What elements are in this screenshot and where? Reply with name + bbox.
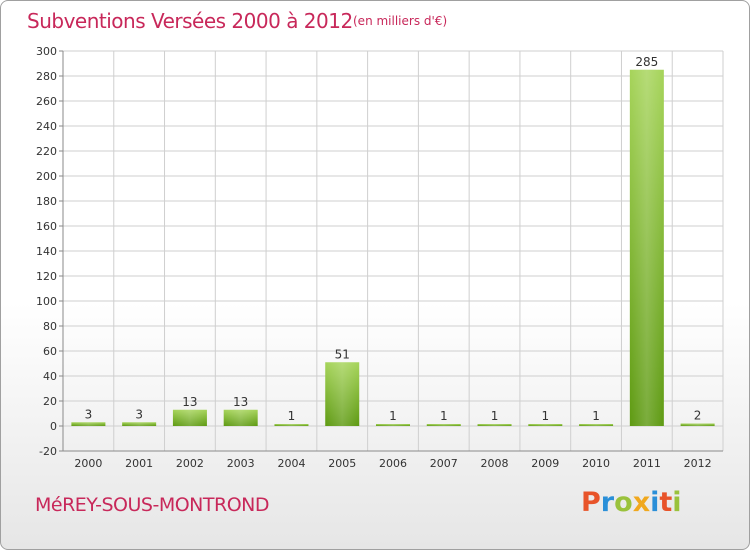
bar-highlight bbox=[426, 424, 461, 426]
bar-value-label: 1 bbox=[541, 409, 549, 423]
bar-highlight bbox=[223, 409, 258, 426]
y-tick-label: 60 bbox=[43, 345, 57, 358]
bar-value-label: 285 bbox=[635, 55, 658, 69]
bar-highlight bbox=[477, 424, 512, 426]
y-tick-label: 300 bbox=[36, 45, 57, 58]
bar-value-label: 1 bbox=[592, 409, 600, 423]
y-tick-label: 240 bbox=[36, 120, 57, 133]
commune-name: MéREY-SOUS-MONTROND bbox=[35, 494, 270, 516]
y-tick-label: 260 bbox=[36, 95, 57, 108]
x-tick-label: 2008 bbox=[481, 457, 509, 470]
x-tick-label: 2009 bbox=[531, 457, 559, 470]
bar-highlight bbox=[325, 362, 360, 426]
bar-highlight bbox=[579, 424, 614, 426]
bar-value-label: 2 bbox=[694, 409, 702, 423]
gridlines bbox=[62, 50, 724, 452]
bar-value-label: 13 bbox=[233, 395, 248, 409]
y-tick-label: 20 bbox=[43, 395, 57, 408]
logo-letter: i bbox=[672, 487, 682, 518]
x-tick-label: 2012 bbox=[684, 457, 712, 470]
bar-highlight bbox=[680, 423, 715, 426]
x-tick-label: 2002 bbox=[176, 457, 204, 470]
bar-value-label: 1 bbox=[440, 409, 448, 423]
x-tick-label: 2003 bbox=[227, 457, 255, 470]
bars bbox=[71, 69, 715, 426]
y-tick-label: 280 bbox=[36, 70, 57, 83]
y-tick-label: 160 bbox=[36, 220, 57, 233]
x-tick-label: 2006 bbox=[379, 457, 407, 470]
logo-letter: i bbox=[650, 487, 660, 518]
bar-value-label: 1 bbox=[389, 409, 397, 423]
bar-value-label: 13 bbox=[182, 395, 197, 409]
y-tick-label: 40 bbox=[43, 370, 57, 383]
bar-highlight bbox=[629, 69, 664, 426]
bar-highlight bbox=[122, 422, 157, 426]
labels: -20 0 20 40 60 80 100 120 140 160 180 200 220 240 260 2… bbox=[36, 45, 712, 470]
y-tick-label: 100 bbox=[36, 295, 57, 308]
y-tick-label: 220 bbox=[36, 145, 57, 158]
y-tick-label: 180 bbox=[36, 195, 57, 208]
bar-value-label: 1 bbox=[288, 409, 296, 423]
logo-letter: o bbox=[614, 487, 633, 518]
axes bbox=[59, 50, 723, 452]
bar-value-label: 3 bbox=[135, 407, 143, 421]
y-tick-label: 140 bbox=[36, 245, 57, 258]
proxiti-logo[interactable]: Proxiti bbox=[581, 487, 682, 518]
bar-value-label: 1 bbox=[491, 409, 499, 423]
y-tick-label: 80 bbox=[43, 320, 57, 333]
chart-subtitle: (en milliers d'€) bbox=[353, 14, 448, 28]
bar-highlight bbox=[376, 424, 410, 426]
x-tick-label: 2007 bbox=[430, 457, 458, 470]
logo-letter: x bbox=[632, 487, 651, 518]
bar-value-label: 3 bbox=[85, 407, 93, 421]
logo-letter: r bbox=[600, 487, 615, 518]
logo-letter: t bbox=[659, 487, 673, 518]
x-tick-label: 2004 bbox=[277, 457, 305, 470]
y-tick-label: -20 bbox=[39, 445, 57, 458]
chart-title: Subventions Versées 2000 à 2012 bbox=[27, 9, 353, 33]
bar-highlight bbox=[528, 424, 563, 426]
logo-letter: P bbox=[581, 487, 601, 518]
y-tick-label: 120 bbox=[36, 270, 57, 283]
x-tick-label: 2010 bbox=[582, 457, 610, 470]
x-tick-label: 2005 bbox=[328, 457, 356, 470]
bar-value-label: 51 bbox=[335, 347, 350, 361]
bar-highlight bbox=[71, 422, 106, 426]
bar-highlight bbox=[172, 409, 207, 426]
bar-highlight bbox=[274, 424, 309, 426]
x-tick-label: 2000 bbox=[74, 457, 102, 470]
x-tick-label: 2001 bbox=[125, 457, 153, 470]
x-tick-label: 2011 bbox=[633, 457, 661, 470]
y-tick-label: 200 bbox=[36, 170, 57, 183]
y-tick-label: 0 bbox=[50, 420, 57, 433]
